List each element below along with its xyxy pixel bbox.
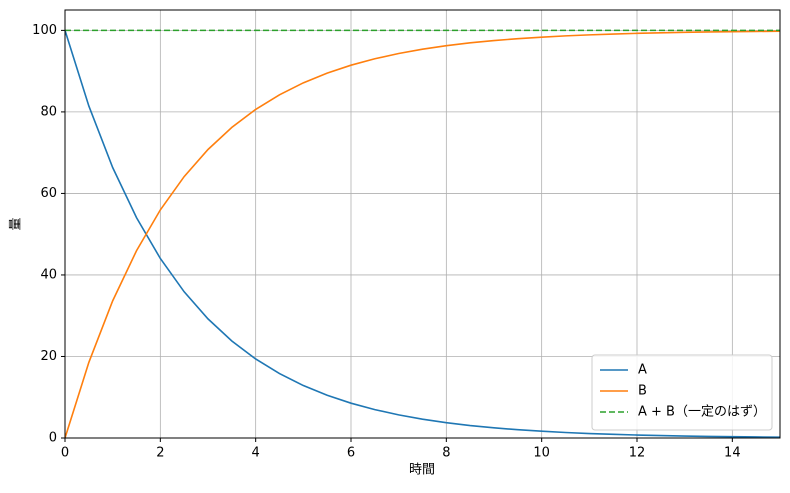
x-tick-label: 2	[156, 446, 164, 461]
line-series	[64, 30, 781, 438]
y-tick-label: 80	[40, 104, 57, 119]
x-tick-label: 14	[724, 446, 741, 461]
x-tick-label: 8	[442, 446, 450, 461]
x-tick-label: 12	[629, 446, 646, 461]
x-tick-label: 0	[61, 446, 69, 461]
y-tick-label: 0	[49, 431, 57, 446]
plot-frame	[64, 9, 781, 439]
legend-box	[591, 354, 773, 431]
legend-label: A	[638, 363, 647, 378]
x-axis-label: 時間	[409, 463, 435, 478]
legend-label: A + B（一定のはず）	[638, 405, 766, 420]
legend-label: B	[638, 384, 647, 399]
y-tick-label: 100	[32, 23, 57, 38]
x-tick-label: 10	[533, 446, 550, 461]
y-tick-label: 60	[40, 186, 57, 201]
line-series	[64, 30, 781, 439]
y-tick-label: 40	[40, 267, 57, 282]
y-tick-label: 20	[40, 349, 57, 364]
legend: AB A + B（一定のはず）	[591, 354, 773, 431]
x-tick-label: 6	[347, 446, 355, 461]
y-axis-label: 量	[9, 217, 24, 230]
x-tick-label: 4	[252, 446, 260, 461]
